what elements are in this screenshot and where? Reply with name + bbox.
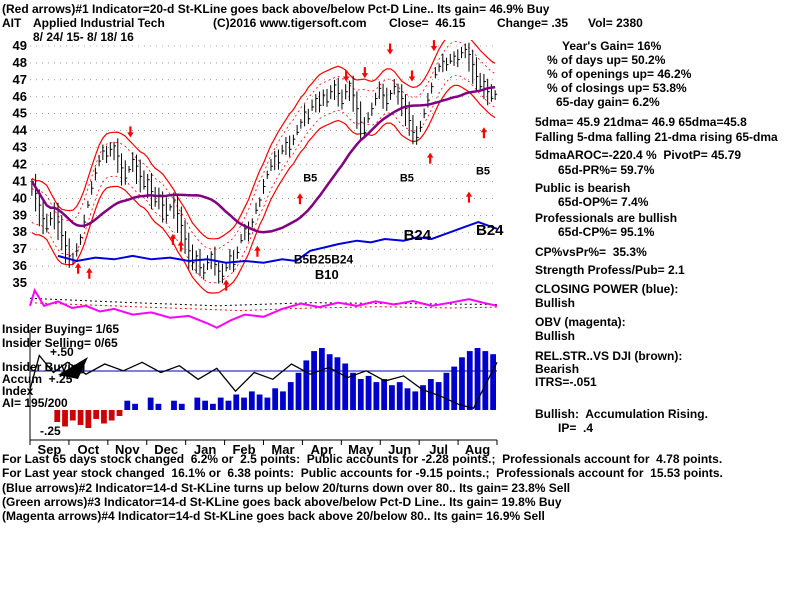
svg-text:Jan: Jan — [194, 442, 216, 457]
svg-text:B5B25B24: B5B25B24 — [294, 253, 354, 267]
stat-65d-cp: 65d-CP%= 95.1% — [558, 225, 655, 239]
stat-aroc-pivot: 5dmaAROC=-220.4 % PivotP= 45.79 — [535, 148, 742, 162]
svg-text:Dec: Dec — [154, 442, 178, 457]
copyright-text: (C)2016 www.tigersoft.com — [213, 16, 367, 30]
footer-65day-summary: For Last 65 days stock changed 6.2% or 2… — [2, 452, 723, 466]
indicator3-legend: (Green arrows)#3 Indicator=14-d St-KLine… — [2, 495, 562, 509]
stat-days-up: % of days up= 50.2% — [547, 53, 666, 67]
indicator1-legend: (Red arrows)#1 Indicator=20-d St-KLine g… — [2, 2, 550, 16]
svg-text:Sep: Sep — [38, 442, 62, 457]
svg-text:49: 49 — [13, 40, 27, 53]
stat-cp-vs-pr: CP%vsPr%= 35.3% — [535, 245, 647, 259]
insider-selling-count: Insider Selling= 0/65 — [2, 336, 118, 350]
svg-text:37: 37 — [13, 241, 27, 256]
relstr-title: REL.STR..VS DJI (brown): — [535, 349, 683, 363]
change-value: Change= .35 — [497, 16, 569, 30]
svg-text:44: 44 — [13, 123, 28, 138]
stat-years-gain: Year's Gain= 16% — [562, 39, 662, 53]
svg-text:Jun: Jun — [388, 442, 411, 457]
svg-text:B5: B5 — [303, 172, 317, 184]
close-value: Close= 46.15 — [389, 16, 466, 30]
svg-text:43: 43 — [13, 140, 27, 155]
svg-text:36: 36 — [13, 258, 27, 273]
svg-text:40: 40 — [13, 190, 27, 205]
stat-65day-gain: 65-day gain= 6.2% — [556, 95, 660, 109]
obv-state: Bullish — [535, 329, 576, 343]
accum-index-label-1: Insider Buying — [2, 360, 86, 374]
accum-index-label-3: Index — [2, 384, 34, 398]
svg-text:46: 46 — [13, 89, 27, 104]
svg-text:B5: B5 — [476, 166, 490, 178]
stat-public-sentiment: Public is bearish — [535, 181, 631, 195]
svg-text:May: May — [348, 442, 374, 457]
svg-text:Mar: Mar — [271, 442, 294, 457]
svg-text:Oct: Oct — [78, 442, 100, 457]
stat-strength-ratio: Strength Profess/Pub= 2.1 — [535, 263, 685, 277]
stat-dma-trend: Falling 5-dma falling 21-dma rising 65-d… — [535, 130, 778, 144]
svg-text:B24: B24 — [476, 222, 504, 239]
obv-title: OBV (magenta): — [535, 315, 626, 329]
svg-text:45: 45 — [13, 106, 27, 121]
svg-text:42: 42 — [13, 157, 27, 172]
accumulation-note: Bullish: Accumulation Rising. — [535, 407, 708, 421]
svg-text:Apr: Apr — [311, 442, 333, 457]
svg-text:B5: B5 — [400, 172, 414, 184]
svg-text:Feb: Feb — [232, 442, 255, 457]
stat-openings-up: % of openings up= 46.2% — [547, 67, 692, 81]
svg-text:39: 39 — [13, 207, 27, 222]
svg-text:48: 48 — [13, 55, 27, 70]
footer-year-summary: For Last year stock changed 16.1% or 6.3… — [2, 466, 723, 480]
svg-text:Nov: Nov — [115, 442, 140, 457]
volume-value: Vol= 2380 — [588, 16, 643, 30]
stat-closings-up: % of closings up= 53.8% — [547, 81, 687, 95]
svg-text:B10: B10 — [315, 267, 339, 282]
relstr-state: Bearish — [535, 362, 580, 376]
stat-65d-op: 65d-OP%= 7.4% — [558, 195, 649, 209]
svg-text:35: 35 — [13, 275, 27, 290]
svg-text:Aug: Aug — [465, 442, 490, 457]
stat-prof-sentiment: Professionals are bullish — [535, 211, 678, 225]
date-range: 8/ 24/ 15- 8/ 18/ 16 — [33, 30, 134, 44]
scale-plus-50: +.50 — [50, 345, 74, 359]
svg-text:B24: B24 — [404, 227, 432, 244]
ip-value: IP= .4 — [558, 421, 594, 435]
svg-text:Jul: Jul — [429, 442, 448, 457]
ticker-symbol: AIT — [2, 16, 22, 30]
stat-65d-pr: 65d-PR%= 59.7% — [558, 163, 655, 177]
stat-dmas: 5dma= 45.9 21dma= 46.9 65dma=45.8 — [535, 115, 747, 129]
company-name: Applied Industrial Tech — [33, 16, 165, 30]
accum-index-label-2: Accum +.25 — [2, 372, 73, 386]
svg-text:47: 47 — [13, 72, 27, 87]
itrs-value: ITRS=-.051 — [535, 375, 597, 389]
closing-power-state: Bullish — [535, 296, 576, 310]
ai-value: AI= 195/200 — [2, 396, 68, 410]
svg-text:38: 38 — [13, 224, 27, 239]
insider-buying-count: Insider Buying= 1/65 — [2, 322, 120, 336]
indicator4-legend: (Magenta arrows)#4 Indicator=14-d St-KLi… — [2, 509, 545, 523]
indicator2-legend: (Blue arrows)#2 Indicator=14-d St-KLine … — [2, 481, 571, 495]
scale-minus-25: -.25 — [40, 424, 61, 438]
svg-text:41: 41 — [13, 173, 27, 188]
closing-power-title: CLOSING POWER (blue): — [535, 282, 679, 296]
